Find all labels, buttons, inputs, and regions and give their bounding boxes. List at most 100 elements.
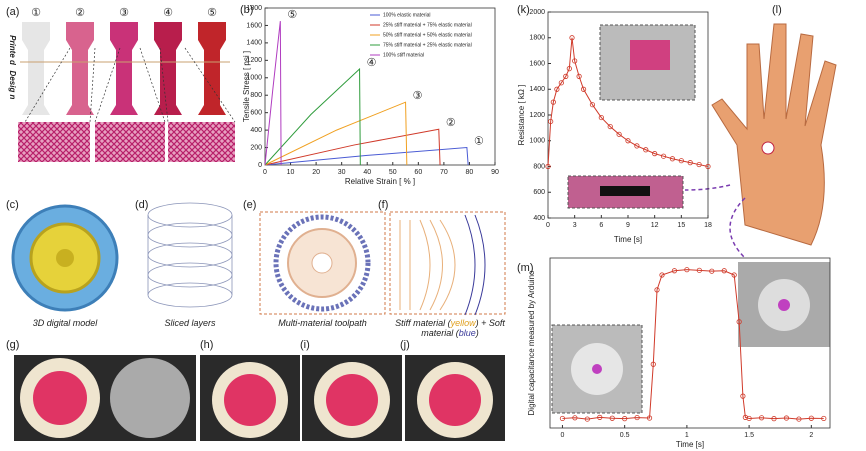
plot-frame [549,257,831,429]
point [554,86,560,92]
point [808,415,814,421]
panel-label: (m) [517,262,534,274]
point [821,415,827,422]
y-tick-label: 1800 [246,5,262,12]
x-tick-label: 50 [389,169,397,176]
caption: Sliced layers [164,318,216,328]
line [264,101,408,166]
specimens [18,22,236,162]
x-tick-label: 6 [599,222,603,229]
point [709,268,715,274]
point [559,415,566,422]
line [264,67,361,166]
point [576,73,582,79]
point [736,319,742,325]
x-tick-label: 60 [414,169,422,176]
panel-label: (d) [135,199,148,211]
point [607,123,613,130]
caption-part: blue [458,328,476,338]
y-tick-label: 1600 [529,60,545,67]
point [696,161,702,168]
x-tick-label: 9 [626,222,630,229]
specimen-number: ⑤ [207,7,217,19]
x-tick-label: 0 [560,432,564,439]
point [742,414,748,420]
point [548,118,554,125]
point [572,58,578,64]
point [705,163,711,170]
line [264,147,469,166]
caption: Stiff material (yellow) + Soft material … [395,318,505,338]
point [558,80,564,86]
x-tick-label: 30 [338,169,346,176]
point [569,35,575,41]
specimen-number: ③ [119,7,129,19]
point [545,163,551,170]
panel-label: (f) [378,199,388,211]
line [264,128,441,166]
point [634,143,640,149]
x-tick-label: 18 [704,222,712,229]
caption: Multi-material toolpath [278,318,367,328]
y-axis-label: Tensile Stress [ psi ] [242,51,251,122]
point [721,268,727,274]
panel-label: (a) [6,6,19,18]
y-tick-label: 1800 [529,35,545,42]
point [783,415,790,421]
point [796,416,802,422]
y-tick-label: 800 [533,163,545,170]
x-tick-label: 0.5 [620,432,630,439]
point [650,361,656,367]
annotation: ① [474,135,484,147]
line [547,37,709,167]
point [550,99,556,105]
point [758,415,765,421]
point [634,414,640,421]
point [572,415,578,421]
point [598,114,604,121]
point [616,131,622,137]
legend-label: 100% elastic material [383,12,431,18]
x-tick-label: 40 [363,169,371,176]
annotation: ③ [413,90,423,102]
point [580,86,587,92]
y-tick-label: 600 [533,189,545,196]
x-tick-label: 15 [677,222,685,229]
y-tick-label: 1600 [246,22,262,29]
hand [551,23,837,414]
plot-frame [264,7,496,166]
x-tick-label: 0 [263,169,267,176]
caption-part: ) [475,328,479,338]
line [562,269,824,420]
point [597,414,603,420]
point [659,272,665,278]
point [652,151,658,157]
y-axis-label: Digital capacitance measured by Arduino [527,270,536,416]
legend-label: 25% stiff material + 75% elastic materia… [383,22,472,28]
point [746,415,752,422]
point [584,416,590,422]
point [731,272,737,278]
panel-label: (c) [6,199,19,211]
photos [14,355,505,441]
y-tick-label: 1200 [529,112,545,119]
point [589,102,596,108]
caption-part: Stiff material ( [395,318,451,328]
caption: 3D digital model [32,318,98,328]
y-tick-label: 1400 [529,86,545,93]
point [687,160,693,166]
y-tick-label: 600 [250,110,262,117]
y-tick-label: 1200 [246,57,262,64]
point [646,415,653,421]
row-label: Printe d [8,35,17,66]
point [563,73,569,79]
caption-part: yellow [450,318,476,328]
legend-label: 75% stiff material + 25% elastic materia… [383,42,472,48]
point [622,416,628,422]
x-axis-label: Relative Strain [ % ] [345,177,415,186]
x-tick-label: 12 [651,222,659,229]
y-tick-label: 800 [250,92,262,99]
caption-part: ) + Soft material ( [421,318,505,338]
x-axis-label: Time [s] [676,440,704,449]
